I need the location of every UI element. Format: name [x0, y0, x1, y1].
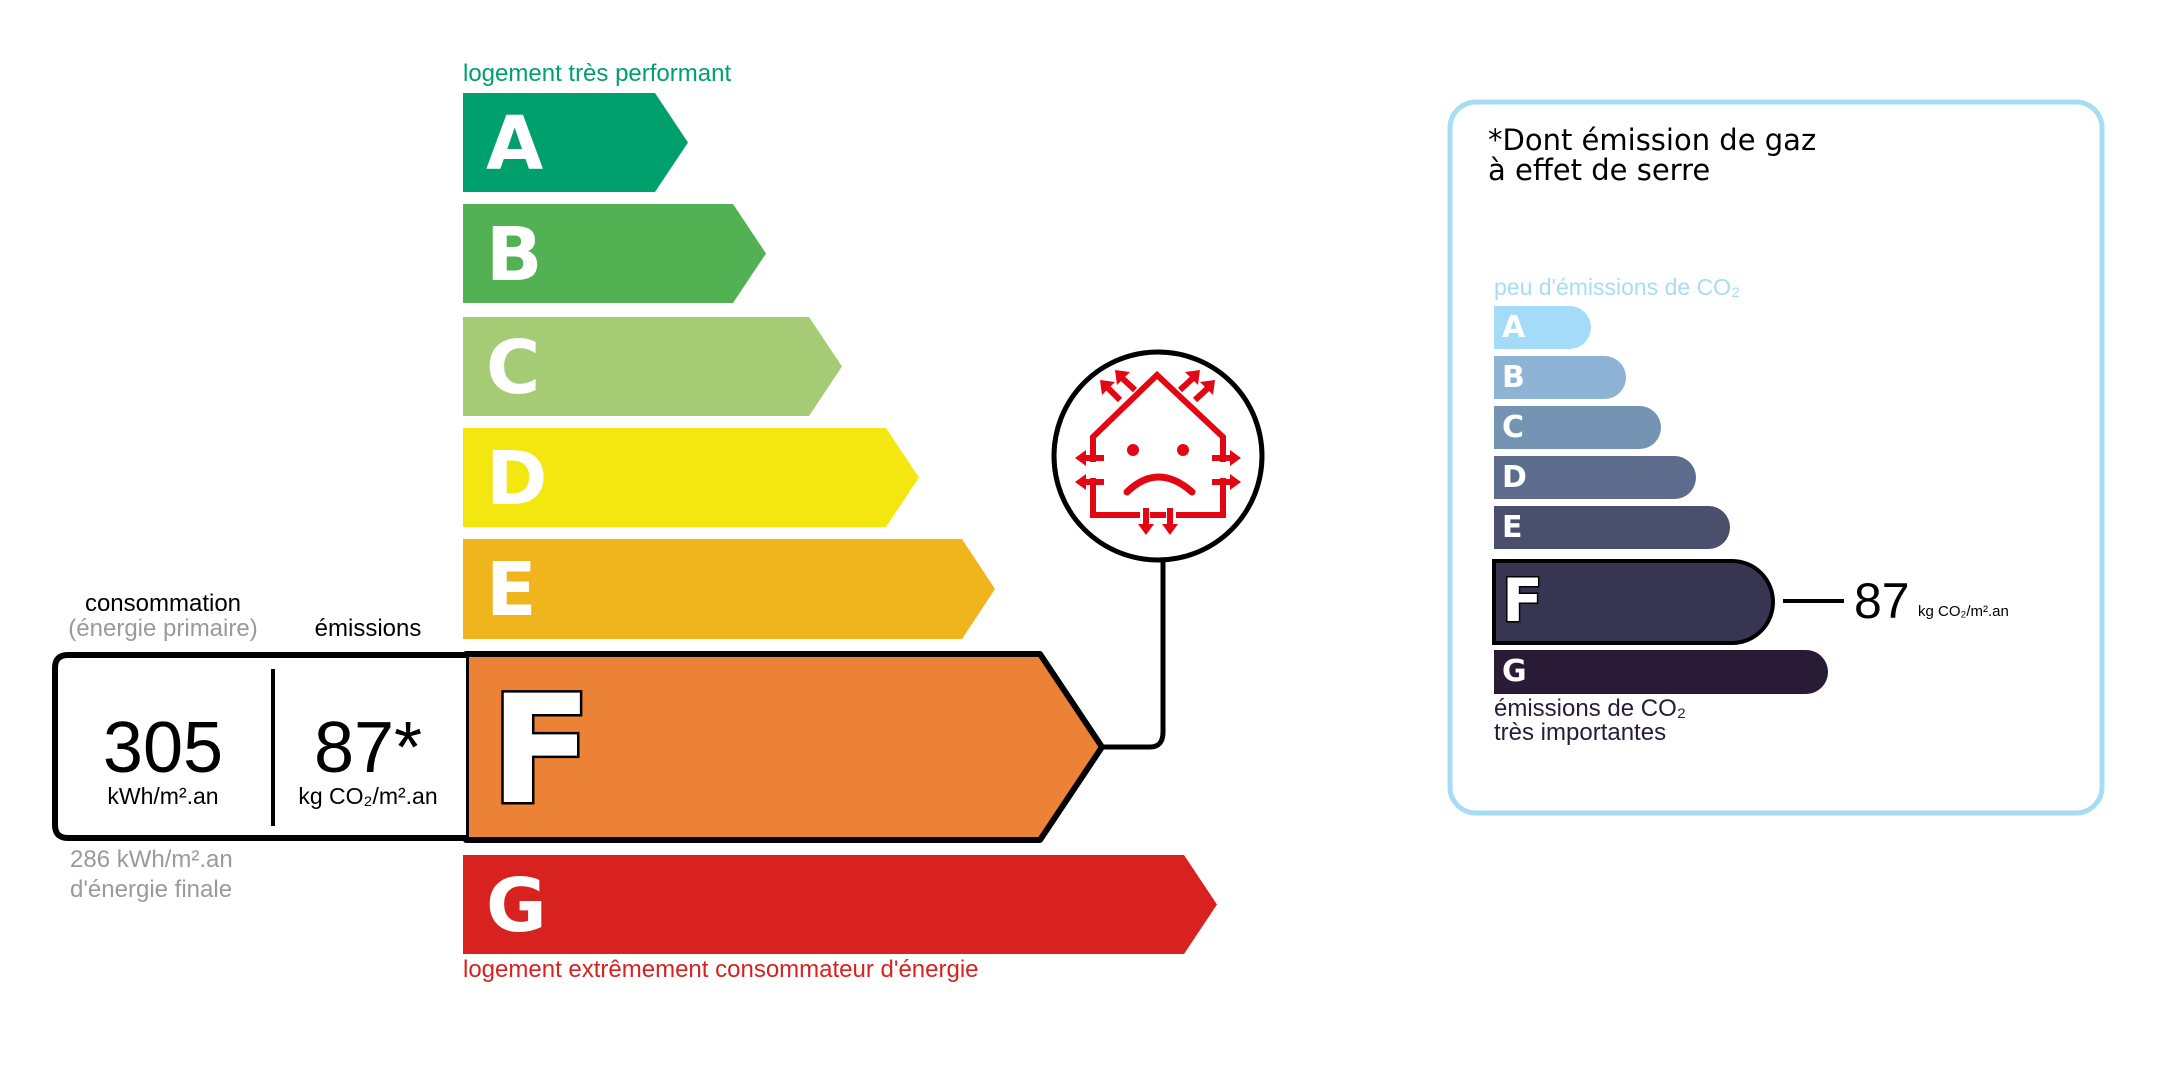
ges-panel-border [1447, 99, 2105, 816]
ges-value: 87 [1854, 573, 1910, 629]
emissions-unit: kg CO₂/m².an [298, 783, 438, 809]
energy-bar-b [463, 204, 766, 303]
ges-letter-e: E [1502, 510, 1523, 545]
emissions-value: 87* [313, 708, 423, 788]
energy-top-label: logement très performant [463, 60, 732, 87]
connector-line [1102, 561, 1166, 750]
ges-bar-c [1494, 406, 1661, 449]
energy-letter-b: B [486, 212, 543, 298]
energy-bar-e [463, 539, 995, 639]
consumption-value: 305 [102, 708, 224, 788]
consumption-sublabel: (énergie primaire) [68, 615, 258, 642]
energy-letter-c: C [486, 325, 541, 411]
ges-bar-d [1494, 456, 1696, 499]
ges-letter-a: A [1502, 310, 1526, 345]
ges-letter-d: D [1502, 460, 1527, 495]
ges-bar-g [1494, 650, 1828, 694]
ges-bar-a [1494, 306, 1591, 349]
ges-title-line2: à effet de serre [1488, 153, 1711, 187]
energy-letter-g: G [486, 863, 547, 949]
ges-letter-c: C [1502, 410, 1525, 445]
consumption-label: consommation [84, 590, 242, 617]
ges-bar-b [1494, 356, 1626, 399]
icon-circle [1051, 349, 1265, 563]
energy-letter-a: A [486, 101, 544, 187]
sad-house-heat-loss-icon [1075, 370, 1241, 535]
ges-letter-g: G [1502, 654, 1527, 689]
energy-letter-d: D [486, 436, 548, 522]
energy-bottom-label: logement extrêmement consommateur d'éner… [463, 956, 979, 983]
final-energy-label: d'énergie finale [70, 876, 233, 903]
ges-letter-f: F [1501, 566, 1545, 636]
readout-box [52, 652, 466, 841]
ges-bottom-label-line1: émissions de CO₂ [1494, 695, 1687, 722]
ges-title-line1: *Dont émission de gaz [1488, 123, 1817, 157]
ges-bottom-label-line2: très importantes [1494, 719, 1667, 746]
ges-letter-b: B [1502, 360, 1525, 395]
final-energy-value: 286 kWh/m².an [70, 846, 233, 873]
ges-bar-e [1494, 506, 1730, 549]
energy-bar-d [463, 428, 919, 527]
ges-bar-f [1492, 559, 1775, 645]
energy-bar-g [463, 855, 1217, 954]
consumption-unit: kWh/m².an [107, 783, 219, 809]
ges-top-label: peu d'émissions de CO₂ [1494, 274, 1740, 300]
energy-bar-a [463, 93, 688, 192]
emissions-label: émissions [314, 615, 422, 642]
energy-letter-f: F [487, 664, 594, 838]
energy-bar-c [463, 317, 842, 416]
ges-unit: kg CO₂/m².an [1918, 603, 2009, 620]
energy-letter-e: E [486, 547, 537, 633]
